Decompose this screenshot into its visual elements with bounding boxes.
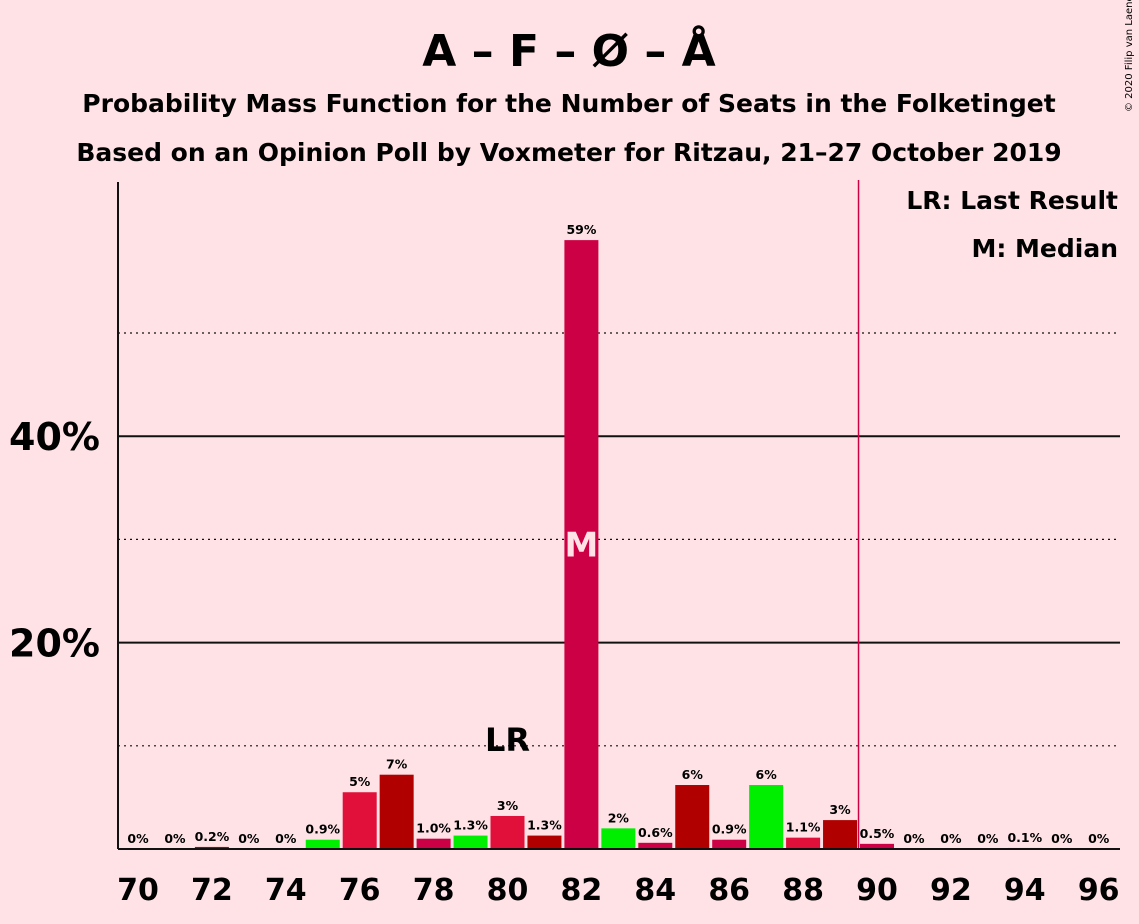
bar-value-label: 1.0%	[416, 821, 451, 836]
bar	[749, 785, 784, 849]
bar	[416, 838, 451, 849]
bar-value-label: 6%	[756, 767, 778, 782]
bar	[823, 820, 858, 849]
x-tick-label: 94	[1004, 873, 1046, 908]
bar	[564, 240, 599, 849]
bar-value-label: 2%	[608, 810, 630, 825]
chart-subtitle-2: Based on an Opinion Poll by Voxmeter for…	[76, 138, 1061, 167]
x-tick-label: 90	[856, 873, 898, 908]
bar	[638, 842, 673, 849]
bar-value-label: 0%	[940, 831, 962, 846]
x-tick-label: 76	[339, 873, 381, 908]
bar	[860, 843, 894, 849]
x-tick-label: 80	[487, 873, 529, 908]
legend-median: M: Median	[971, 234, 1118, 263]
chart-title: A – F – Ø – Å	[422, 24, 715, 77]
bar	[194, 846, 229, 849]
bar-value-labels: 0% 0% 0.2% 0% 0%0.9%5%7%1.0% 1.3%3%1.3%59%2%0…	[127, 222, 1109, 846]
bar-value-label: 3%	[829, 802, 851, 817]
bar-value-label: 0%	[1051, 831, 1073, 846]
y-tick-labels: 20% 40%	[9, 415, 100, 665]
bar-value-label: 0.1%	[1007, 830, 1042, 845]
bar	[675, 785, 710, 849]
bar-value-label: 0.2%	[195, 829, 230, 844]
bar-value-label: 0.9%	[712, 822, 747, 837]
bar-value-label: 0%	[275, 831, 297, 846]
bar-value-label: 0.5%	[860, 826, 895, 841]
last-result-marker: LR	[485, 721, 530, 759]
bar-value-label: 7%	[386, 757, 408, 772]
bar	[490, 815, 525, 849]
bar	[453, 835, 488, 849]
x-tick-label: 72	[191, 873, 233, 908]
bar-value-label: 0%	[127, 831, 149, 846]
bar-value-label: 59%	[566, 222, 596, 237]
bar-value-label: 6%	[682, 767, 704, 782]
x-tick-label: 70	[117, 873, 159, 908]
x-tick-label: 86	[708, 873, 750, 908]
bar-value-label: 0%	[903, 831, 925, 846]
bar-value-label: 3%	[497, 798, 519, 813]
x-tick-labels: 70 72 74 76 78 80 82 84 86 88 90 92 94 96	[117, 873, 1119, 908]
bar-value-label: 0%	[977, 831, 999, 846]
x-tick-label: 84	[634, 873, 676, 908]
gridlines	[118, 332, 1120, 747]
bar	[786, 837, 821, 849]
x-tick-label: 96	[1078, 873, 1120, 908]
x-tick-label: 74	[265, 873, 307, 908]
bar	[305, 839, 340, 849]
x-tick-label: 82	[561, 873, 603, 908]
bar-value-label: 0.6%	[638, 825, 673, 840]
bar-value-label: 1.3%	[453, 818, 488, 833]
bar	[379, 774, 414, 849]
bar-value-label: 1.1%	[786, 820, 821, 835]
bar-value-label: 0%	[1088, 831, 1110, 846]
bar-value-label: 1.3%	[527, 818, 562, 833]
median-marker: M	[564, 526, 598, 566]
y-tick-label: 20%	[9, 622, 100, 666]
copyright-note: © 2020 Filip van Laenen	[1124, 0, 1135, 112]
x-tick-label: 92	[930, 873, 972, 908]
bar	[342, 792, 377, 849]
x-tick-label: 78	[413, 873, 455, 908]
bar-value-label: 0%	[164, 831, 186, 846]
bar	[601, 828, 636, 849]
chart-subtitle-1: Probability Mass Function for the Number…	[82, 89, 1055, 118]
bar-value-label: 5%	[349, 774, 371, 789]
y-tick-label: 40%	[9, 415, 100, 459]
bars	[194, 240, 1042, 849]
bar-value-label: 0.9%	[305, 822, 340, 837]
bar	[712, 839, 747, 849]
legend-last-result: LR: Last Result	[906, 186, 1118, 215]
bar-value-label: 0%	[238, 831, 260, 846]
x-tick-label: 88	[782, 873, 824, 908]
bar	[527, 835, 562, 849]
